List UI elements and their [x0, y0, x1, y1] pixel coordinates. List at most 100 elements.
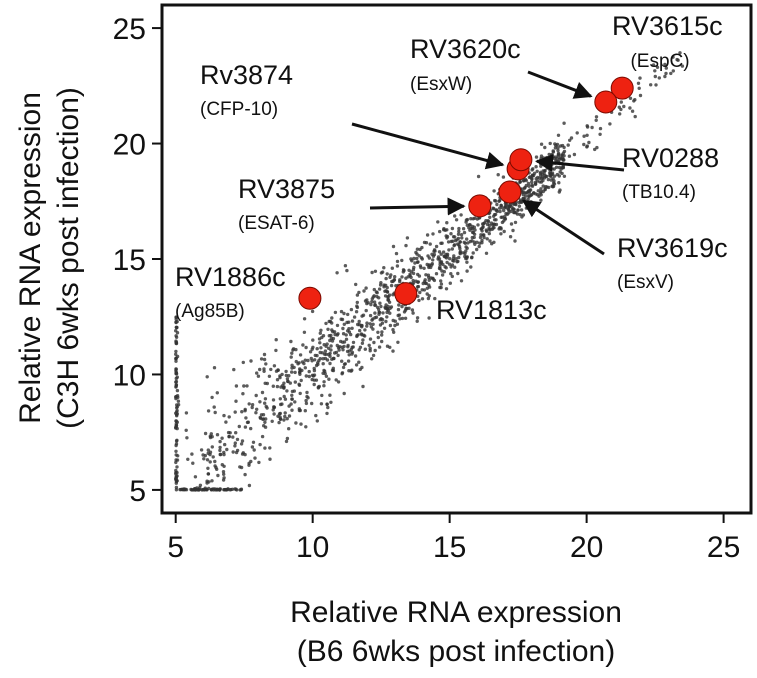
- data-point: [543, 145, 547, 150]
- data-point: [281, 385, 286, 390]
- data-point: [449, 272, 453, 276]
- data-point: [431, 232, 435, 236]
- data-point: [446, 240, 451, 244]
- data-point: [347, 369, 351, 373]
- data-point: [175, 474, 179, 478]
- data-point: [393, 275, 397, 279]
- data-point: [444, 287, 449, 291]
- data-point: [222, 464, 226, 468]
- data-point: [226, 487, 230, 492]
- data-point: [598, 126, 603, 131]
- data-point: [388, 345, 392, 349]
- data-point: [680, 64, 685, 68]
- data-point: [250, 405, 254, 410]
- data-point: [283, 397, 288, 401]
- data-point: [572, 152, 577, 157]
- data-point: [530, 177, 534, 181]
- data-point: [488, 239, 492, 243]
- data-point: [552, 174, 557, 178]
- data-point: [370, 300, 374, 304]
- data-point: [380, 339, 384, 344]
- data-point: [628, 96, 633, 101]
- data-point: [566, 143, 570, 147]
- data-point: [280, 402, 284, 406]
- data-point: [293, 370, 297, 375]
- data-point: [453, 265, 457, 269]
- data-point: [448, 281, 452, 285]
- data-point: [336, 353, 340, 358]
- data-point: [218, 439, 222, 444]
- data-point: [261, 417, 265, 421]
- data-point: [344, 337, 349, 341]
- data-point: [241, 392, 245, 396]
- gene-label: RV3875: [238, 174, 335, 204]
- data-point: [400, 258, 404, 263]
- data-point: [175, 465, 179, 469]
- data-point: [322, 368, 326, 373]
- data-point: [234, 384, 239, 388]
- data-point: [369, 302, 373, 307]
- data-point: [340, 372, 344, 376]
- data-point: [262, 369, 266, 373]
- data-point: [290, 363, 294, 367]
- data-point: [568, 138, 572, 142]
- x-axis-label-line-1: Relative RNA expression: [290, 596, 622, 629]
- data-point: [534, 155, 539, 159]
- data-point: [247, 483, 252, 488]
- data-point: [319, 346, 323, 350]
- data-point: [524, 206, 529, 210]
- data-point: [487, 231, 491, 236]
- data-point: [322, 380, 326, 384]
- data-point: [321, 362, 325, 366]
- data-point: [302, 330, 307, 334]
- data-point: [391, 349, 395, 353]
- data-point: [556, 151, 561, 156]
- data-point: [174, 479, 179, 484]
- data-point: [411, 278, 415, 283]
- data-point: [223, 442, 227, 447]
- x-tick-label: 15: [433, 531, 466, 564]
- data-point: [214, 465, 218, 470]
- data-point: [462, 230, 467, 235]
- data-point: [350, 368, 354, 372]
- data-point: [653, 69, 657, 73]
- data-point: [376, 330, 380, 334]
- data-point: [628, 106, 632, 110]
- data-point: [341, 340, 345, 344]
- data-point: [520, 215, 524, 219]
- data-point: [259, 357, 264, 361]
- data-point: [539, 142, 544, 146]
- data-point: [202, 488, 207, 492]
- data-point: [361, 384, 365, 389]
- data-point: [275, 384, 280, 389]
- data-point: [458, 240, 462, 244]
- data-point: [346, 359, 351, 363]
- data-point: [307, 374, 311, 379]
- data-point: [302, 317, 307, 321]
- data-point: [508, 235, 513, 239]
- data-point: [347, 349, 352, 353]
- data-point: [393, 323, 397, 328]
- data-point: [384, 276, 388, 281]
- data-point: [219, 452, 223, 457]
- y-tick-label: 15: [113, 244, 146, 277]
- data-point: [420, 297, 425, 301]
- data-point: [366, 301, 370, 305]
- x-tick-label: 25: [707, 531, 740, 564]
- data-point: [516, 208, 520, 212]
- y-axis-label-line-1: Relative RNA expression: [14, 92, 47, 424]
- data-point: [488, 228, 492, 232]
- data-point: [654, 83, 658, 87]
- data-point: [389, 273, 393, 277]
- data-point: [633, 114, 637, 119]
- data-point: [244, 416, 248, 420]
- data-point: [218, 487, 222, 491]
- data-point: [212, 405, 216, 409]
- x-axis-ticks: 5 10 15 20 25: [167, 513, 740, 564]
- data-point: [395, 259, 400, 264]
- data-point: [622, 104, 626, 109]
- data-point: [325, 411, 329, 416]
- data-point: [506, 207, 510, 211]
- data-point: [333, 351, 337, 355]
- data-point: [555, 142, 560, 147]
